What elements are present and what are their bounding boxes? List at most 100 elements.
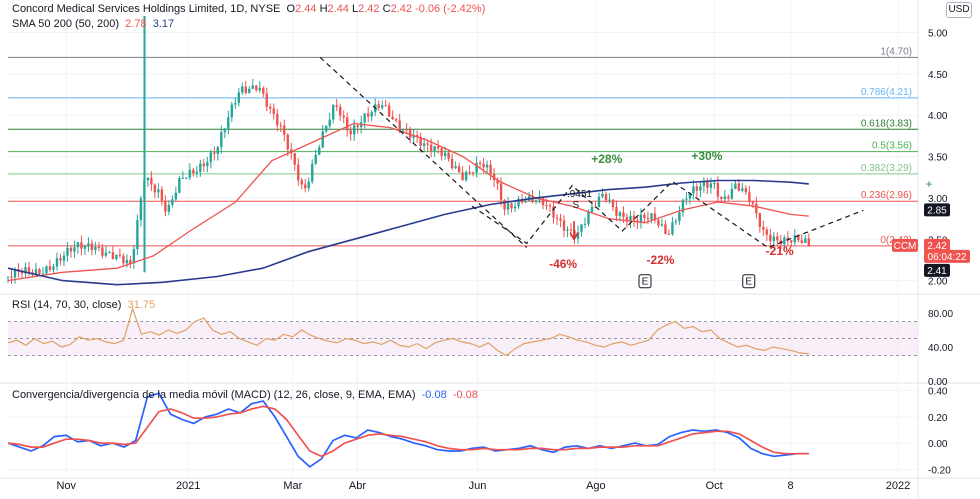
- close-value: 2.42: [390, 3, 412, 15]
- sma200-line: [7, 179, 809, 286]
- candle-body: [213, 152, 216, 154]
- candle-body: [101, 247, 104, 256]
- legend-rsi[interactable]: RSI (14, 70, 30, close) 31.75: [12, 299, 155, 311]
- candle-body: [433, 146, 436, 152]
- candle-body: [615, 207, 618, 216]
- y-tick-label: 5.00: [928, 29, 948, 40]
- chart-annotation: .9451: [567, 189, 592, 200]
- candle-body: [471, 172, 475, 174]
- candle-body: [692, 186, 695, 194]
- chart-annotation: +30%: [691, 149, 722, 163]
- candle-body: [332, 105, 335, 120]
- chart-annotation: -46%: [549, 257, 577, 271]
- candle-body: [206, 162, 209, 167]
- price-axis-badge-text: 2.85: [927, 205, 947, 216]
- candle-body: [167, 204, 171, 212]
- candle-body: [380, 105, 384, 108]
- candle-body: [415, 135, 419, 137]
- candle-body: [209, 152, 213, 163]
- earnings-marker-box: [638, 274, 652, 289]
- price-axis-badge-text: 2.42: [927, 241, 947, 252]
- candle-body: [192, 169, 195, 174]
- candle-body: [485, 164, 489, 168]
- candle-body: [139, 198, 143, 221]
- x-tick-label: Nov: [56, 480, 76, 492]
- candle-body: [122, 255, 125, 264]
- candle-body: [461, 172, 464, 180]
- candle-body: [297, 164, 300, 181]
- candle-body: [681, 199, 685, 213]
- candle-body: [426, 143, 429, 145]
- signal-value: -0.08: [452, 389, 478, 401]
- candle-body: [258, 87, 261, 91]
- candle-body: [83, 246, 87, 249]
- candle-body: [185, 177, 188, 179]
- candle-body: [352, 125, 356, 135]
- candle-body: [643, 214, 646, 218]
- candle-body: [90, 243, 94, 251]
- candle-body: [552, 206, 555, 218]
- candle-body: [220, 132, 223, 148]
- currency-badge[interactable]: USD: [946, 2, 972, 18]
- candle-body: [181, 177, 185, 179]
- candle-body: [66, 247, 69, 256]
- candle-body: [73, 247, 76, 252]
- y-tick-label: 2.00: [928, 277, 948, 288]
- candle-body: [716, 182, 720, 197]
- candle-body: [27, 267, 31, 273]
- candle-body: [541, 197, 545, 206]
- x-tick-label: 8: [788, 480, 794, 492]
- price-axis-badge: [924, 238, 950, 252]
- candle-body: [387, 105, 391, 117]
- candle-body: [244, 86, 247, 94]
- candle-body: [657, 219, 660, 226]
- price-axis-badge: [892, 238, 918, 252]
- candle-body: [118, 254, 122, 256]
- y-tick-label: 4.50: [928, 70, 948, 81]
- candle-body: [646, 217, 650, 220]
- legend-sma[interactable]: SMA 50 200 (50, 200) 2.78 3.17: [12, 18, 174, 30]
- candle-body: [478, 162, 482, 164]
- x-tick-label: 2022: [886, 480, 910, 492]
- candle-body: [45, 266, 48, 274]
- candle-body: [286, 134, 289, 150]
- close-label: C: [382, 3, 391, 15]
- legend-macd[interactable]: Convergencia/divergencia de la media móv…: [12, 389, 478, 401]
- candle-body: [132, 249, 136, 264]
- candle-body: [454, 166, 457, 169]
- candle-body: [674, 221, 678, 223]
- fib-level-label: 0.382(3.29): [861, 163, 912, 174]
- legend-symbol: Concord Medical Services Holdings Limite…: [12, 3, 485, 15]
- candle-body: [255, 85, 258, 91]
- candle-body: [76, 242, 80, 248]
- sma-label: SMA 50 200 (50, 200): [12, 18, 120, 30]
- candle-body: [104, 252, 108, 256]
- candle-body: [87, 243, 90, 247]
- candle-body: [363, 113, 366, 123]
- candle-body: [391, 116, 394, 120]
- candle-body: [545, 205, 548, 207]
- candle-body: [34, 269, 38, 275]
- candle-body: [293, 153, 296, 165]
- candle-body: [492, 173, 496, 181]
- candle-body: [601, 193, 604, 197]
- candle-body: [307, 181, 310, 189]
- candle-body: [171, 199, 174, 205]
- candle-body: [304, 184, 307, 189]
- rsi-tick-label: 80.00: [928, 309, 953, 320]
- candle-body: [576, 232, 580, 239]
- candle-body: [157, 189, 160, 193]
- candle-body: [772, 236, 776, 242]
- candle-body: [678, 212, 681, 222]
- trend-line-dashed: [471, 180, 864, 249]
- candle-body: [650, 213, 653, 220]
- candle-body: [751, 201, 755, 204]
- candle-body: [394, 119, 398, 121]
- chart-annotation: +28%: [591, 152, 622, 166]
- candle-body: [548, 205, 552, 207]
- candle-body: [429, 144, 433, 152]
- x-tick-label: Jun: [469, 480, 487, 492]
- price-axis-badge-text: 2.41: [927, 266, 947, 277]
- candle-body: [384, 105, 387, 107]
